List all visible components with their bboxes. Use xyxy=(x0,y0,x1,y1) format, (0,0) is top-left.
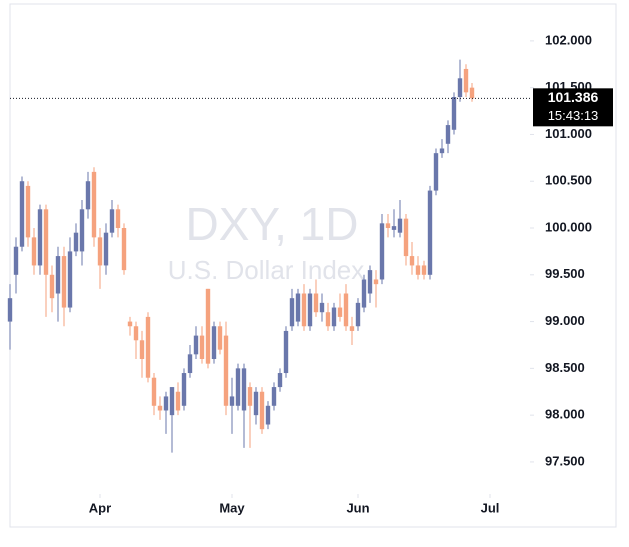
candle-body xyxy=(367,270,373,294)
candle-body xyxy=(103,232,109,266)
candle-body xyxy=(301,293,307,327)
y-tick-label: 100.500 xyxy=(545,173,592,188)
candle-body xyxy=(409,256,415,266)
candle-body xyxy=(337,307,343,317)
candle-body xyxy=(469,87,475,99)
watermark-symbol: DXY, 1D xyxy=(185,198,358,250)
price-tag-value: 101.386 xyxy=(548,89,599,105)
y-tick-label: 101.000 xyxy=(545,126,592,141)
candle-body xyxy=(193,335,199,355)
candle-body xyxy=(253,391,259,416)
x-tick-label: Jun xyxy=(346,500,369,515)
candle-body xyxy=(73,232,79,252)
candle-body xyxy=(115,209,121,229)
candle-body xyxy=(205,288,211,364)
candle-body xyxy=(319,302,325,313)
candle-body xyxy=(463,68,469,93)
candle-body xyxy=(79,209,85,252)
candle-body xyxy=(385,223,391,229)
candle-body xyxy=(31,237,37,266)
candle-body xyxy=(7,298,13,322)
candle-body xyxy=(181,373,187,406)
candle-body xyxy=(361,279,367,308)
candle-body xyxy=(91,171,97,238)
candle-body xyxy=(421,265,427,275)
candle-body xyxy=(25,185,31,238)
candle-body xyxy=(457,78,463,98)
candle-body xyxy=(427,190,433,275)
candle-body xyxy=(433,153,439,191)
chart-frame xyxy=(9,3,617,528)
y-tick-label: 99.000 xyxy=(545,313,585,328)
candle-body xyxy=(235,368,241,406)
candle-body xyxy=(151,377,157,406)
y-tick-label: 98.000 xyxy=(545,407,585,422)
candle-body xyxy=(259,391,265,430)
y-tick-label: 100.000 xyxy=(545,219,592,234)
candle-body xyxy=(325,312,331,327)
candle-body xyxy=(139,340,145,360)
candle-body xyxy=(61,256,67,308)
candle-body xyxy=(445,125,451,144)
candle-body xyxy=(247,387,253,406)
candle-body xyxy=(373,279,379,285)
candle-body xyxy=(355,302,361,327)
candle-body xyxy=(199,335,205,360)
candle-body xyxy=(331,307,337,327)
candle-body xyxy=(415,265,421,275)
candle-body xyxy=(55,256,61,294)
y-tick-label: 99.500 xyxy=(545,266,585,281)
candle-body xyxy=(67,251,73,308)
candle-body xyxy=(85,181,91,210)
candle-body xyxy=(145,316,151,378)
candle-body xyxy=(37,209,43,266)
candle-body xyxy=(187,354,193,374)
candle-body xyxy=(403,218,409,257)
candle-body xyxy=(97,237,103,266)
candle-body xyxy=(283,330,289,374)
candle-body xyxy=(49,274,55,299)
candle-body xyxy=(133,326,139,341)
candle-body xyxy=(121,228,127,271)
candle-body xyxy=(127,321,133,327)
candle-body xyxy=(349,326,355,331)
candle-body xyxy=(313,293,319,313)
x-tick-label: May xyxy=(219,500,245,515)
candle-body xyxy=(211,326,217,360)
candle-body xyxy=(307,293,313,327)
candle-body xyxy=(163,396,169,411)
watermark-name: U.S. Dollar Index xyxy=(168,255,365,285)
candle-body xyxy=(19,181,25,247)
candle-body xyxy=(109,209,115,233)
candle-body xyxy=(397,218,403,233)
candle-body xyxy=(379,223,385,280)
candle-body xyxy=(271,387,277,406)
candle-body xyxy=(175,391,181,411)
candle-body xyxy=(241,368,247,411)
candle-body xyxy=(289,298,295,327)
x-tick-label: Apr xyxy=(89,500,111,515)
candle-body xyxy=(265,405,271,425)
price-tag-time: 15:43:13 xyxy=(548,108,599,123)
x-tick-label: Jul xyxy=(481,500,500,515)
candle-body xyxy=(169,387,175,416)
candle-body xyxy=(229,396,235,406)
y-tick-label: 97.500 xyxy=(545,453,585,468)
candle-body xyxy=(43,209,49,275)
candle-body xyxy=(343,293,349,327)
candle-body xyxy=(439,148,445,154)
candle-body xyxy=(277,373,283,388)
candle-body xyxy=(217,326,223,350)
candle-body xyxy=(295,293,301,322)
candle-body xyxy=(391,226,397,230)
candle-body xyxy=(157,405,163,411)
candle-body xyxy=(223,335,229,406)
y-tick-label: 102.000 xyxy=(545,32,592,47)
price-tag xyxy=(533,88,613,127)
candle-body xyxy=(13,246,19,275)
y-tick-label: 98.500 xyxy=(545,360,585,375)
candle-body xyxy=(451,97,457,130)
